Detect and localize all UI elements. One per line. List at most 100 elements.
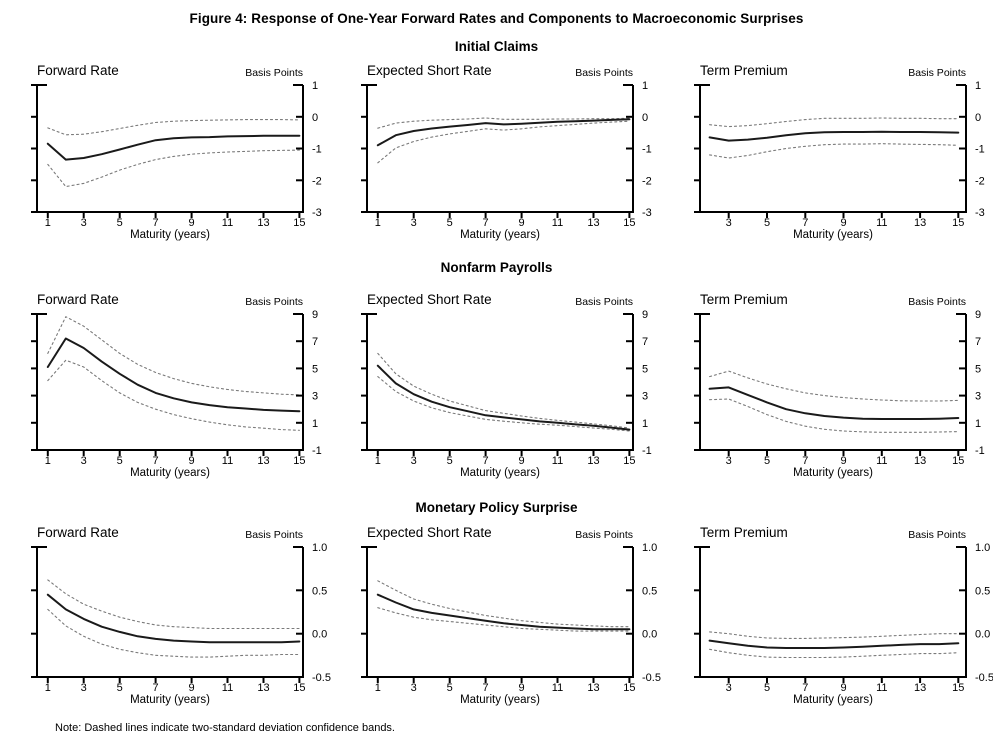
svg-text:9: 9: [840, 455, 846, 467]
panel-nonfarm-payrolls-forward-rate: 9 7 5 3 1 -1 1 3 5 7 9 11 13 15 Forward Rate Basis Po…: [25, 285, 355, 485]
svg-text:7: 7: [802, 455, 808, 467]
svg-text:15: 15: [293, 217, 305, 229]
svg-text:3: 3: [975, 391, 981, 403]
svg-text:5: 5: [764, 217, 770, 229]
svg-text:15: 15: [952, 455, 964, 467]
svg-text:7: 7: [153, 682, 159, 694]
svg-text:9: 9: [975, 309, 981, 321]
panel-nonfarm-payrolls-term-premium: 9 7 5 3 1 -1 3 5 7 9 11 13 15 Term Premium Basis Poi…: [688, 285, 993, 485]
svg-text:9: 9: [642, 309, 648, 321]
svg-text:9: 9: [519, 455, 525, 467]
svg-text:0: 0: [975, 112, 981, 124]
svg-text:15: 15: [623, 217, 635, 229]
svg-text:-2: -2: [642, 175, 652, 187]
panel-title: Expected Short Rate: [367, 63, 492, 78]
svg-text:1: 1: [375, 217, 381, 229]
svg-text:0.0: 0.0: [312, 629, 327, 641]
svg-text:11: 11: [552, 217, 563, 229]
svg-text:-0.5: -0.5: [975, 672, 993, 684]
svg-text:11: 11: [222, 217, 233, 229]
svg-text:13: 13: [587, 682, 599, 694]
svg-text:1: 1: [45, 217, 51, 229]
chart-nonfarm-payrolls-term-premium: 9 7 5 3 1 -1 3 5 7 9 11 13 15: [694, 309, 985, 467]
svg-text:-1: -1: [312, 144, 322, 156]
panel-nonfarm-payrolls-expected-short-rate: 9 7 5 3 1 -1 1 3 5 7 9 11 13 15 Expected Short Rate B…: [355, 285, 685, 485]
panel-title: Forward Rate: [37, 292, 119, 307]
svg-text:13: 13: [914, 455, 926, 467]
panel-initial-claims-expected-short-rate: 1 0 -1 -2 -3 1 3 5 7 9 11 13 15 Expected Short Rate …: [355, 60, 685, 250]
chart-initial-claims-expected-short-rate: 10-1-2-31 3 5 7 9 11 13 15: [361, 80, 652, 229]
svg-text:11: 11: [876, 217, 887, 229]
x-axis-title: Maturity (years): [793, 229, 873, 241]
svg-text:0: 0: [642, 112, 648, 124]
x-axis-title: Maturity (years): [130, 467, 210, 479]
svg-text:13: 13: [914, 682, 926, 694]
svg-text:5: 5: [764, 682, 770, 694]
chart-monetary-policy-forward-rate: 1.00.50.0-0.51 3 5 7 9 11 13 15: [31, 542, 331, 694]
svg-text:9: 9: [840, 217, 846, 229]
figure-title: Figure 4: Response of One-Year Forward R…: [189, 11, 804, 26]
svg-text:-0.5: -0.5: [312, 672, 331, 684]
unit-label: Basis Points: [908, 529, 966, 541]
svg-text:13: 13: [587, 455, 599, 467]
chart-monetary-policy-term-premium: 1.0 0.5 0.0 -0.5 3 5 7 9 11 13 15: [694, 542, 993, 694]
svg-text:3: 3: [81, 217, 87, 229]
svg-text:7: 7: [483, 217, 489, 229]
unit-label: Basis Points: [575, 296, 633, 308]
panel-monetary-policy-expected-short-rate: 1.0 0.5 0.0 -0.5 1 3 5 7 9 11 13 15 Expected Short …: [355, 518, 685, 718]
svg-text:0.5: 0.5: [642, 585, 657, 597]
svg-text:5: 5: [117, 455, 123, 467]
panel-initial-claims-term-premium: 1 0 -1 -2 -3 3 5 7 9 11 13 15 Term Premium Basis Po…: [688, 60, 993, 250]
svg-text:0.0: 0.0: [975, 629, 990, 641]
svg-text:9: 9: [519, 682, 525, 694]
chart-initial-claims-forward-rate: 10-1-2-31 3 5 7 9 11 13 15: [31, 80, 322, 229]
svg-text:1: 1: [642, 418, 648, 430]
unit-label: Basis Points: [245, 296, 303, 308]
panel-title: Expected Short Rate: [367, 525, 492, 540]
svg-text:7: 7: [802, 682, 808, 694]
svg-text:5: 5: [117, 682, 123, 694]
svg-text:15: 15: [623, 682, 635, 694]
svg-text:3: 3: [726, 217, 732, 229]
x-axis-title: Maturity (years): [460, 229, 540, 241]
svg-text:1: 1: [312, 80, 318, 92]
svg-text:15: 15: [623, 455, 635, 467]
panel-title: Term Premium: [700, 63, 788, 78]
svg-text:5: 5: [447, 217, 453, 229]
unit-label: Basis Points: [245, 67, 303, 79]
svg-text:0.0: 0.0: [642, 629, 657, 641]
svg-text:11: 11: [876, 455, 887, 467]
svg-text:11: 11: [552, 455, 563, 467]
svg-text:7: 7: [642, 336, 648, 348]
svg-text:7: 7: [483, 455, 489, 467]
x-axis-title: Maturity (years): [460, 467, 540, 479]
svg-text:1: 1: [45, 455, 51, 467]
svg-text:9: 9: [189, 455, 195, 467]
unit-label: Basis Points: [245, 529, 303, 541]
svg-text:-3: -3: [312, 207, 322, 219]
svg-text:15: 15: [952, 217, 964, 229]
svg-text:13: 13: [257, 682, 269, 694]
svg-text:1: 1: [375, 455, 381, 467]
x-axis-title: Maturity (years): [793, 694, 873, 706]
panel-title: Forward Rate: [37, 63, 119, 78]
svg-text:3: 3: [81, 455, 87, 467]
unit-label: Basis Points: [908, 67, 966, 79]
svg-text:11: 11: [222, 682, 233, 694]
svg-text:-2: -2: [975, 175, 985, 187]
chart-monetary-policy-expected-short-rate: 1.00.50.0-0.51 3 5 7 9 11 13 15: [361, 542, 661, 694]
svg-text:0.5: 0.5: [975, 585, 990, 597]
panel-title: Term Premium: [700, 292, 788, 307]
panel-title: Expected Short Rate: [367, 292, 492, 307]
panel-title: Term Premium: [700, 525, 788, 540]
svg-text:13: 13: [257, 217, 269, 229]
chart-initial-claims-term-premium: 1 0 -1 -2 -3 3 5 7 9 11 13 15: [694, 80, 985, 229]
svg-text:1.0: 1.0: [312, 542, 327, 554]
panel-monetary-policy-forward-rate: 1.0 0.5 0.0 -0.5 1 3 5 7 9 11 13 15 Forward Rate Ba…: [25, 518, 355, 718]
x-axis-title: Maturity (years): [460, 694, 540, 706]
section-title-initial-claims: Initial Claims: [454, 39, 539, 54]
unit-label: Basis Points: [575, 67, 633, 79]
svg-text:3: 3: [81, 682, 87, 694]
svg-text:-1: -1: [312, 445, 322, 457]
